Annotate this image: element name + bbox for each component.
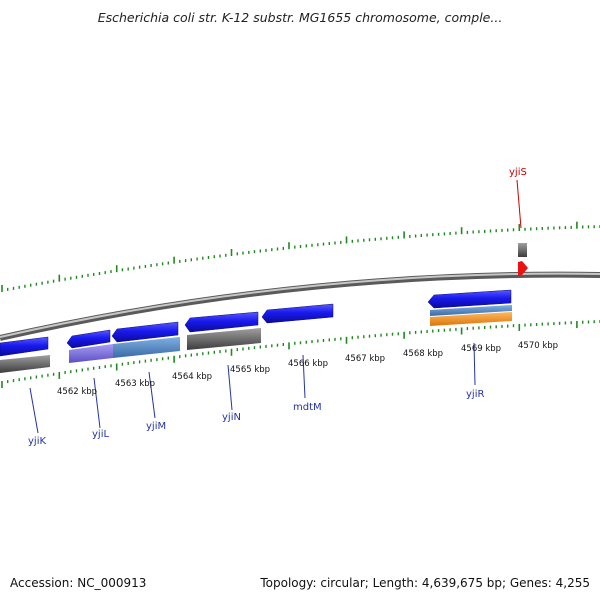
feature-yjiL-purple[interactable]: [69, 344, 113, 363]
gene-yjiR-arrow[interactable]: [427, 289, 512, 309]
leader-mdtM: [302, 354, 306, 399]
kbp-label-4567: 4567 kbp: [345, 354, 385, 364]
kbp-label-4568: 4568 kbp: [403, 349, 443, 359]
accession-text: Accession: NC_000913: [10, 576, 147, 590]
leader-yjiL: [93, 377, 101, 429]
gene-leader-lines: [29, 179, 522, 434]
leader-yjiN: [227, 364, 233, 411]
feature-yjiR-steel[interactable]: [430, 305, 512, 316]
chromosome-backbone: [0, 271, 600, 341]
map-title: Escherichia coli str. K-12 substr. MG165…: [97, 10, 503, 25]
gene-label-yjiK[interactable]: yjiK: [28, 436, 46, 447]
feature-yjiM-steel[interactable]: [113, 337, 180, 358]
kbp-label-4563: 4563 kbp: [115, 379, 155, 389]
kbp-label-4562: 4562 kbp: [57, 387, 97, 397]
gene-yjiN-arrow[interactable]: [184, 311, 259, 333]
gene-yjiM-arrow[interactable]: [111, 321, 179, 343]
gene-label-yjiL[interactable]: yjiL: [92, 429, 109, 440]
gene-label-yjiM[interactable]: yjiM: [146, 421, 166, 432]
gene-yjiK-arrow[interactable]: [0, 336, 49, 357]
leader-yjiK: [29, 387, 39, 434]
feature-yjiS-grey[interactable]: [518, 243, 527, 257]
kbp-label-4564: 4564 kbp: [172, 372, 212, 382]
gene-mdtM-arrow[interactable]: [261, 303, 334, 324]
feature-yjiR-orange[interactable]: [430, 312, 512, 326]
outer-tick-ring: [1, 221, 600, 292]
kbp-label-4565: 4565 kbp: [230, 365, 270, 375]
chromosome-backbone-highlight: [0, 272, 600, 338]
feature-yjiN-grey[interactable]: [187, 328, 261, 350]
kbp-label-4566: 4566 kbp: [288, 359, 328, 369]
inner-tick-ring: [1, 320, 600, 388]
gene-yjiL-arrow[interactable]: [66, 329, 111, 349]
leader-yjiR: [473, 342, 476, 386]
gene-label-mdtM[interactable]: mdtM: [293, 402, 322, 413]
gene-label-yjiN[interactable]: yjiN: [222, 412, 241, 423]
genome-summary-text: Topology: circular; Length: 4,639,675 bp…: [260, 576, 590, 590]
gene-label-yjiS[interactable]: yjiS: [509, 167, 527, 178]
feature-yjiK-grey[interactable]: [0, 355, 50, 373]
kbp-label-4569: 4569 kbp: [461, 344, 501, 354]
leader-yjiS: [516, 179, 522, 229]
kbp-label-4570: 4570 kbp: [518, 341, 558, 351]
gene-label-yjiR[interactable]: yjiR: [466, 389, 484, 400]
leader-yjiM: [148, 371, 156, 419]
gene-yjiS-arrow[interactable]: [518, 261, 528, 276]
